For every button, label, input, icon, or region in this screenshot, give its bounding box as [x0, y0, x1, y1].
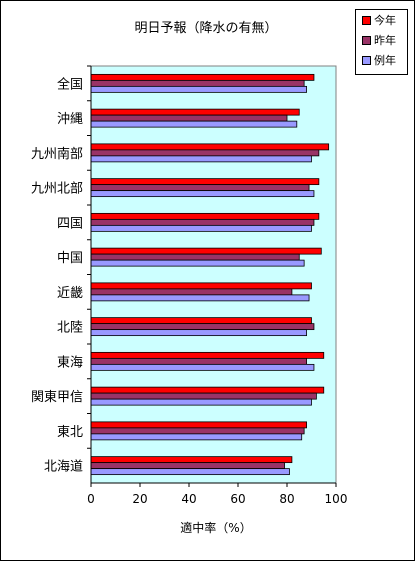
bar-1-2 — [90, 149, 320, 157]
bar-1-9 — [90, 392, 317, 400]
y-tick-label-9: 関東甲信 — [31, 389, 83, 405]
bar-1-8 — [90, 357, 308, 365]
bar-2-3 — [90, 190, 315, 198]
bar-1-5 — [90, 253, 300, 261]
x-axis-label: 適中率（%） — [180, 520, 251, 535]
y-tick-label-6: 近畿 — [57, 286, 83, 301]
y-tick-label-10: 東北 — [57, 424, 83, 440]
x-tick-label-1: 20 — [132, 492, 147, 506]
x-tick-label-4: 80 — [279, 492, 294, 506]
bar-1-0 — [90, 79, 305, 87]
x-tick-label-2: 40 — [181, 492, 196, 506]
legend-swatch-0 — [362, 15, 371, 25]
bar-1-4 — [90, 218, 315, 226]
bar-1-10 — [90, 427, 305, 435]
bar-2-10 — [90, 433, 303, 441]
bar-2-7 — [90, 329, 308, 337]
legend: 今年 昨年 例年 — [355, 9, 408, 75]
bar-2-8 — [90, 363, 315, 371]
legend-item-1: 昨年 — [362, 33, 396, 49]
bar-1-1 — [90, 114, 288, 122]
bar-2-5 — [90, 259, 305, 267]
bar-2-1 — [90, 120, 298, 128]
bar-0-8 — [90, 351, 325, 359]
bar-0-10 — [90, 421, 308, 429]
x-tick-label-0: 0 — [87, 492, 95, 506]
bar-0-6 — [90, 282, 312, 290]
bars-group — [90, 73, 330, 476]
x-tick-label-5: 100 — [325, 492, 348, 506]
legend-item-2: 例年 — [362, 53, 396, 69]
y-tick-label-7: 北陸 — [57, 320, 83, 336]
bar-1-6 — [90, 288, 293, 296]
bar-0-0 — [90, 73, 315, 81]
bar-0-11 — [90, 456, 293, 464]
x-tick-label-3: 60 — [230, 492, 245, 506]
bar-1-11 — [90, 462, 285, 470]
legend-swatch-1 — [362, 35, 371, 45]
bar-0-2 — [90, 143, 330, 151]
plot-area — [90, 65, 337, 484]
legend-item-0: 今年 — [362, 13, 396, 29]
bar-2-9 — [90, 398, 312, 406]
bar-1-7 — [90, 323, 315, 331]
y-tick-label-2: 九州南部 — [31, 146, 83, 162]
bar-0-7 — [90, 317, 312, 325]
y-tick-label-11: 北海道 — [44, 460, 83, 475]
y-tick-label-8: 東海 — [57, 354, 83, 370]
y-tick-label-4: 四国 — [57, 216, 83, 231]
y-tick-label-0: 全国 — [57, 76, 83, 92]
legend-label-0: 今年 — [374, 14, 396, 27]
bar-2-6 — [90, 294, 310, 302]
bar-0-5 — [90, 247, 322, 255]
y-tick-label-1: 沖縄 — [57, 112, 83, 127]
bar-2-0 — [90, 85, 308, 93]
bar-0-9 — [90, 386, 325, 394]
bar-2-11 — [90, 468, 290, 476]
legend-label-1: 昨年 — [374, 34, 396, 47]
bar-1-3 — [90, 184, 310, 192]
bar-2-2 — [90, 155, 312, 163]
bar-0-4 — [90, 212, 320, 220]
bar-2-4 — [90, 224, 312, 232]
bar-0-1 — [90, 108, 300, 116]
y-tick-label-5: 中国 — [57, 251, 83, 266]
chart-title: 明日予報（降水の有無） — [134, 21, 277, 36]
legend-swatch-2 — [362, 55, 371, 65]
y-tick-label-3: 九州北部 — [31, 182, 83, 197]
legend-label-2: 例年 — [374, 54, 396, 67]
bar-0-3 — [90, 178, 320, 186]
